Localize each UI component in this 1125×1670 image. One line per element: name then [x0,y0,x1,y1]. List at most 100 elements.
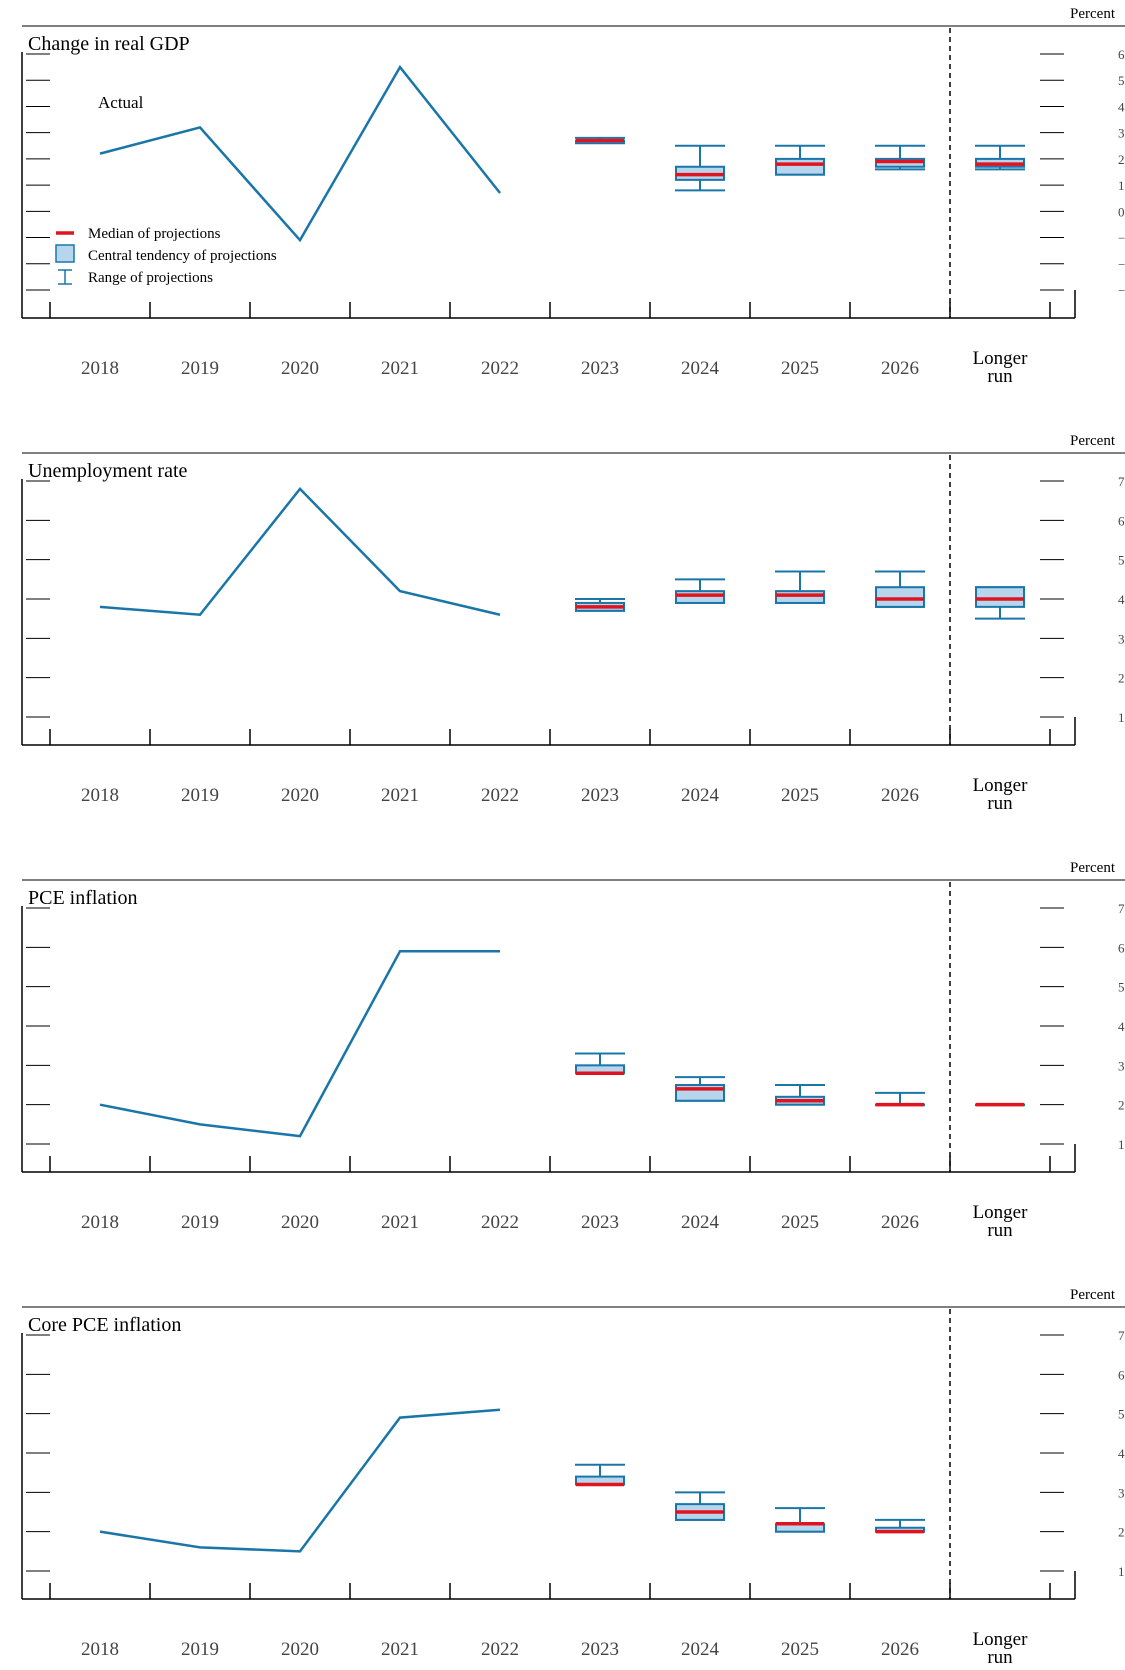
projection-2023 [575,1463,625,1487]
x-tick-label: 2025 [781,785,819,806]
unit-label: Percent [1070,860,1116,876]
projection-2024 [675,144,725,192]
y-tick-label: 4 [1118,1019,1125,1034]
y-tick-label: 2 [1118,1098,1125,1113]
x-tick-label: 2019 [181,358,219,379]
y-tick-label: 7 [1118,1328,1125,1343]
legend: Median of projections Central tendency of… [55,226,277,286]
x-tick-label: 2020 [281,1212,319,1233]
central-tendency-box [775,590,825,604]
x-tick-label: 2025 [781,1639,819,1660]
y-tick-label: 6 [1118,47,1125,62]
x-tick-label: 2024 [681,358,720,379]
x-tick-label: 2018 [81,358,119,379]
projection-2023 [575,598,625,612]
x-tick-label: 2023 [581,1212,619,1233]
x-tick-label: 2024 [681,785,720,806]
y-tick-label: −1 [1118,231,1125,246]
y-tick-label: 4 [1118,1446,1125,1461]
y-tick-label: 3 [1118,1058,1125,1073]
projection-2026 [875,144,925,171]
projection-longer-run [975,1102,1025,1107]
actual-label: Actual [98,93,144,112]
legend-central-swatch [55,244,75,263]
central-tendency-box [775,157,825,176]
y-tick-label: 4 [1118,99,1125,114]
projection-2024 [675,578,725,604]
y-tick-label: 5 [1118,980,1125,995]
y-tick-label: −3 [1118,283,1125,298]
x-tick-label: 2019 [181,1639,219,1660]
y-tick-label: 2 [1118,671,1125,686]
y-tick-label: 5 [1118,73,1125,88]
unit-label: Percent [1070,1287,1116,1303]
x-tick-label: 2026 [881,1212,919,1233]
legend-range-label: Range of projections [88,270,213,286]
projection-longer-run [975,144,1025,171]
x-tick-label: 2021 [381,1639,419,1660]
y-tick-label: 5 [1118,553,1125,568]
y-tick-label: 3 [1118,631,1125,646]
legend-median-label: Median of projections [88,226,221,242]
x-tick-label: 2021 [381,785,419,806]
x-tick-label: 2023 [581,1639,619,1660]
y-tick-label: 3 [1118,126,1125,141]
x-tick-label: 2020 [281,358,319,379]
x-tick-label: 2026 [881,1639,919,1660]
x-tick-label: 2025 [781,358,819,379]
x-tick-label: 2019 [181,1212,219,1233]
x-tick-label: run [987,1220,1013,1241]
projection-2023 [575,136,625,145]
chart-panel-pce-inflation: Percent PCE inflation 7 6 5 4 3 2 1 2018 2019 2020 2… [21,860,1125,1241]
x-tick-label: 2023 [581,785,619,806]
x-tick-label: 2024 [681,1212,720,1233]
x-tick-label: 2022 [481,358,519,379]
x-tick-label: 2021 [381,358,419,379]
y-tick-label: 2 [1118,152,1125,167]
x-tick-label: Longer [973,775,1029,796]
x-tick-label: run [987,793,1013,814]
projection-2026 [875,570,925,608]
x-tick-label: 2024 [681,1639,720,1660]
y-tick-label: 2 [1118,1525,1125,1540]
panel-title: Unemployment rate [28,460,188,482]
projection-2024 [675,1491,725,1521]
actual-series-line [99,64,501,243]
chart-panel-unemployment-rate: Percent Unemployment rate 7 6 5 4 3 2 1 2018 2019 2… [21,433,1125,814]
unit-label: Percent [1070,433,1116,449]
x-tick-label: 2026 [881,785,919,806]
projection-2025 [775,570,825,604]
y-tick-label: −2 [1118,257,1125,272]
y-tick-label: 1 [1118,1137,1125,1152]
projection-2025 [775,1507,825,1533]
central-tendency-box [675,590,725,604]
projection-2025 [775,1084,825,1106]
legend-central-label: Central tendency of projections [88,248,277,264]
y-tick-label: 1 [1118,710,1125,725]
actual-series-line [99,950,500,1138]
projection-2026 [875,1091,925,1107]
panel-title: PCE inflation [28,887,137,909]
x-tick-label: 2021 [381,1212,419,1233]
x-tick-label: 2026 [881,358,919,379]
y-tick-label: 4 [1118,592,1125,607]
x-tick-label: 2019 [181,785,219,806]
y-tick-label: 5 [1118,1407,1125,1422]
x-tick-label: 2022 [481,1212,519,1233]
x-tick-label: 2018 [81,785,119,806]
central-tendency-box [875,586,925,608]
projection-2024 [675,1076,725,1102]
panel-title: Change in real GDP [28,33,190,55]
y-tick-label: 6 [1118,1367,1125,1382]
x-tick-label: 2020 [281,1639,319,1660]
projection-longer-run [975,586,1025,620]
unit-label: Percent [1070,6,1116,22]
y-tick-label: 6 [1118,513,1125,528]
x-tick-label: run [987,1647,1013,1668]
chart-panel-change-in-real-gdp: Percent Change in real GDP 6 5 4 3 2 1 0 −1 −2 −3 20… [21,6,1125,387]
x-tick-label: 2025 [781,1212,819,1233]
x-tick-label: 2022 [481,1639,519,1660]
x-tick-label: 2023 [581,358,619,379]
x-tick-label: Longer [973,1202,1029,1223]
